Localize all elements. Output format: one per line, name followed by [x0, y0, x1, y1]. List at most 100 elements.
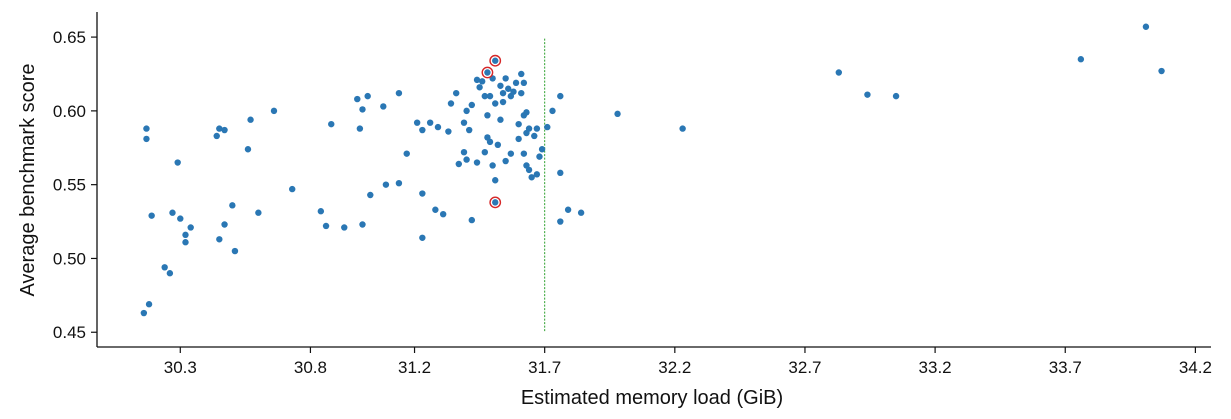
data-point — [382, 181, 390, 188]
data-point — [502, 75, 509, 82]
data-point — [481, 92, 489, 100]
y-tick-label: 0.65 — [53, 28, 86, 47]
data-point — [531, 132, 538, 140]
highlight-ring — [489, 196, 502, 209]
data-point — [549, 107, 556, 115]
x-axis-label: Estimated memory load (GiB) — [521, 387, 783, 409]
data-point — [486, 92, 494, 100]
highlight-group — [481, 54, 502, 209]
data-point — [356, 125, 364, 132]
data-point — [143, 125, 150, 132]
data-point — [864, 91, 871, 98]
data-point — [169, 209, 176, 216]
points-group — [140, 23, 1165, 317]
data-point — [577, 209, 585, 216]
y-tick-label: 0.45 — [53, 323, 86, 342]
data-point — [518, 70, 525, 78]
data-point — [468, 216, 476, 224]
highlighted-data-point — [484, 69, 491, 76]
data-point — [460, 148, 468, 156]
data-point — [395, 179, 403, 187]
axes-group — [96, 12, 1211, 348]
data-point — [395, 89, 403, 97]
data-point — [213, 132, 220, 140]
y-tick-label: 0.60 — [53, 102, 86, 121]
data-point — [426, 119, 434, 126]
data-point — [145, 301, 153, 308]
data-point — [679, 125, 686, 132]
data-point — [515, 120, 522, 128]
data-point — [499, 98, 507, 106]
y-tick-label: 0.50 — [53, 249, 86, 268]
data-point — [1158, 67, 1165, 75]
data-point — [476, 84, 483, 91]
y-ticks-group: 0.45 0.50 0.55 0.60 0.65 — [53, 28, 97, 342]
data-point — [523, 109, 530, 116]
data-point — [466, 126, 473, 134]
data-point — [463, 156, 470, 163]
data-point — [359, 221, 366, 228]
data-point — [835, 69, 842, 76]
data-point — [231, 247, 239, 255]
data-point — [182, 231, 189, 239]
data-point — [497, 82, 504, 89]
data-point — [140, 309, 148, 317]
highlighted-data-point — [492, 199, 499, 206]
data-point — [216, 125, 223, 132]
highlight-ring — [481, 66, 494, 79]
data-point — [479, 78, 486, 85]
data-point — [148, 212, 155, 219]
data-point — [143, 135, 150, 143]
data-point — [507, 150, 515, 157]
data-point — [520, 79, 528, 87]
x-tick-label: 32.2 — [658, 358, 691, 377]
data-point — [473, 159, 481, 166]
x-tick-label: 33.2 — [919, 358, 952, 377]
x-tick-label: 32.7 — [788, 358, 821, 377]
data-point — [322, 222, 330, 230]
data-point — [255, 209, 262, 216]
x-tick-label: 31.7 — [528, 358, 561, 377]
data-point — [221, 126, 228, 134]
data-point — [439, 210, 447, 218]
data-point — [229, 202, 236, 209]
data-point — [317, 208, 325, 215]
data-point — [359, 106, 366, 113]
data-point — [177, 215, 184, 222]
data-point — [614, 110, 621, 118]
data-point — [489, 162, 496, 169]
data-point — [497, 116, 504, 123]
data-point — [174, 159, 181, 166]
data-point — [557, 218, 564, 225]
data-point — [419, 126, 426, 134]
data-point — [533, 125, 541, 132]
data-point — [502, 157, 509, 165]
data-point — [244, 146, 252, 153]
data-point — [492, 177, 499, 184]
data-point — [505, 85, 512, 92]
data-point — [270, 107, 278, 115]
data-point — [473, 76, 481, 84]
data-point — [533, 171, 541, 178]
x-tick-label: 31.2 — [398, 358, 431, 377]
data-point — [447, 100, 455, 107]
data-point — [328, 120, 335, 128]
data-point — [432, 206, 439, 213]
data-point — [463, 107, 470, 115]
data-point — [452, 89, 460, 97]
data-point — [481, 148, 489, 156]
highlighted-data-point — [492, 57, 499, 64]
data-point — [557, 169, 564, 177]
data-point — [460, 119, 468, 126]
data-point — [247, 116, 254, 123]
data-point — [419, 234, 426, 241]
data-point — [492, 100, 499, 107]
data-point — [536, 153, 543, 160]
data-point — [512, 79, 520, 87]
data-point — [354, 95, 361, 103]
data-point — [528, 174, 535, 181]
data-point — [455, 160, 462, 168]
data-point — [445, 128, 452, 135]
data-point — [892, 92, 900, 100]
data-point — [557, 92, 564, 100]
